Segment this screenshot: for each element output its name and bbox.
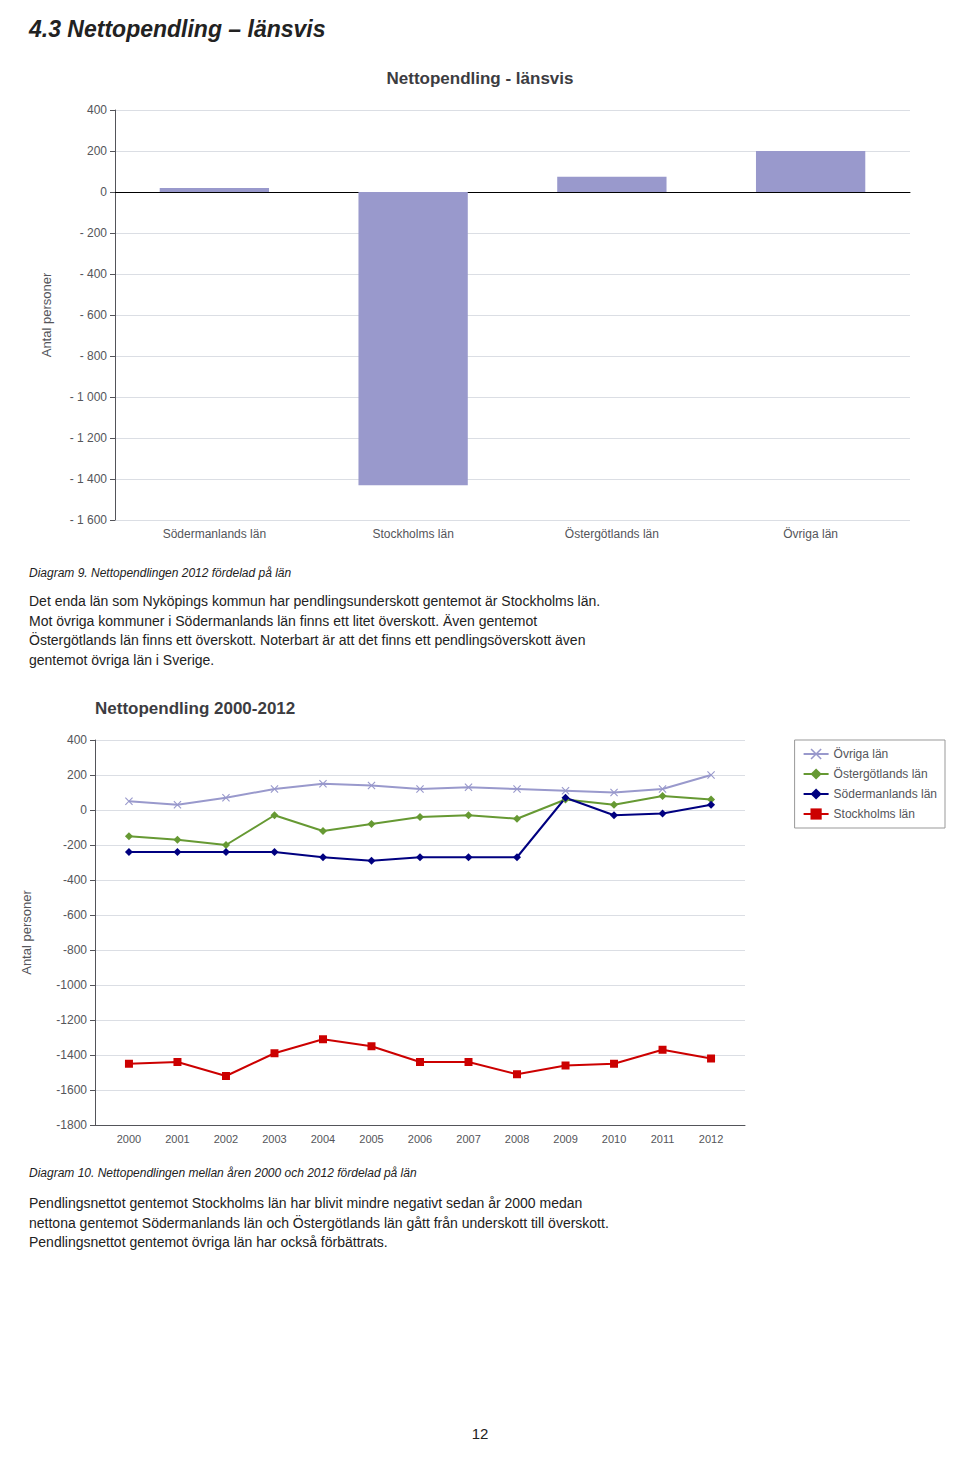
svg-text:400: 400 bbox=[67, 733, 87, 747]
svg-text:-200: -200 bbox=[63, 838, 87, 852]
svg-text:2006: 2006 bbox=[408, 1133, 432, 1145]
svg-text:2012: 2012 bbox=[699, 1133, 723, 1145]
svg-text:- 400: - 400 bbox=[80, 267, 108, 281]
svg-text:2002: 2002 bbox=[214, 1133, 238, 1145]
svg-text:- 1 600: - 1 600 bbox=[70, 513, 108, 527]
svg-text:2010: 2010 bbox=[602, 1133, 626, 1145]
svg-text:Nettopendling - länsvis: Nettopendling - länsvis bbox=[386, 69, 573, 88]
svg-text:-1200: -1200 bbox=[56, 1013, 87, 1027]
svg-text:- 1 000: - 1 000 bbox=[70, 390, 108, 404]
svg-text:2009: 2009 bbox=[553, 1133, 577, 1145]
svg-text:2004: 2004 bbox=[311, 1133, 335, 1145]
svg-text:Antal personer: Antal personer bbox=[39, 272, 54, 357]
svg-text:2008: 2008 bbox=[505, 1133, 529, 1145]
svg-text:2001: 2001 bbox=[165, 1133, 189, 1145]
svg-text:-600: -600 bbox=[63, 908, 87, 922]
html-text:Diagram 9. Nettopendlingen 201: Diagram 9. Nettopendlingen 2012 fördelad… bbox=[29, 566, 292, 580]
svg-text:-1400: -1400 bbox=[56, 1048, 87, 1062]
svg-text:200: 200 bbox=[67, 768, 87, 782]
html-text:12: 12 bbox=[471, 1425, 489, 1442]
svg-text:2003: 2003 bbox=[262, 1133, 286, 1145]
svg-text:- 200: - 200 bbox=[80, 226, 108, 240]
svg-text:-1800: -1800 bbox=[56, 1118, 87, 1132]
svg-text:Östergötlands län: Östergötlands län bbox=[834, 767, 928, 781]
svg-text:0: 0 bbox=[100, 185, 107, 199]
svg-text:400: 400 bbox=[87, 103, 107, 117]
svg-text:2007: 2007 bbox=[456, 1133, 480, 1145]
svg-text:Södermanlands län: Södermanlands län bbox=[163, 527, 266, 541]
svg-text:-400: -400 bbox=[63, 873, 87, 887]
svg-text:0: 0 bbox=[80, 803, 87, 817]
svg-text:Nettopendling 2000-2012: Nettopendling 2000-2012 bbox=[95, 699, 295, 718]
svg-text:- 1 400: - 1 400 bbox=[70, 472, 108, 486]
svg-text:2011: 2011 bbox=[651, 1133, 675, 1145]
html-text:4.3 Nettopendling – länsvis: 4.3 Nettopendling – länsvis bbox=[29, 16, 326, 42]
svg-text:200: 200 bbox=[87, 144, 107, 158]
html-text:Diagram 10. Nettopendlingen me: Diagram 10. Nettopendlingen mellan åren … bbox=[29, 1166, 417, 1180]
svg-text:Övriga län: Övriga län bbox=[834, 747, 889, 761]
svg-text:Stockholms län: Stockholms län bbox=[834, 807, 915, 821]
svg-text:-1600: -1600 bbox=[56, 1083, 87, 1097]
svg-text:- 800: - 800 bbox=[80, 349, 108, 363]
svg-text:-800: -800 bbox=[63, 943, 87, 957]
html-text:Det enda län som Nyköpings kom: Det enda län som Nyköpings kommun har pe… bbox=[29, 593, 601, 668]
svg-text:- 1 200: - 1 200 bbox=[70, 431, 108, 445]
svg-text:Antal personer: Antal personer bbox=[19, 890, 34, 975]
svg-text:-1000: -1000 bbox=[56, 978, 87, 992]
svg-text:Östergötlands län: Östergötlands län bbox=[565, 527, 659, 541]
svg-text:2005: 2005 bbox=[359, 1133, 383, 1145]
html-text:Pendlingsnettot gentemot Stock: Pendlingsnettot gentemot Stockholms län … bbox=[29, 1195, 609, 1251]
svg-text:Stockholms län: Stockholms län bbox=[372, 527, 453, 541]
svg-text:Södermanlands län: Södermanlands län bbox=[834, 787, 937, 801]
svg-text:Övriga län: Övriga län bbox=[783, 527, 838, 541]
svg-text:2000: 2000 bbox=[117, 1133, 141, 1145]
svg-text:- 600: - 600 bbox=[80, 308, 108, 322]
